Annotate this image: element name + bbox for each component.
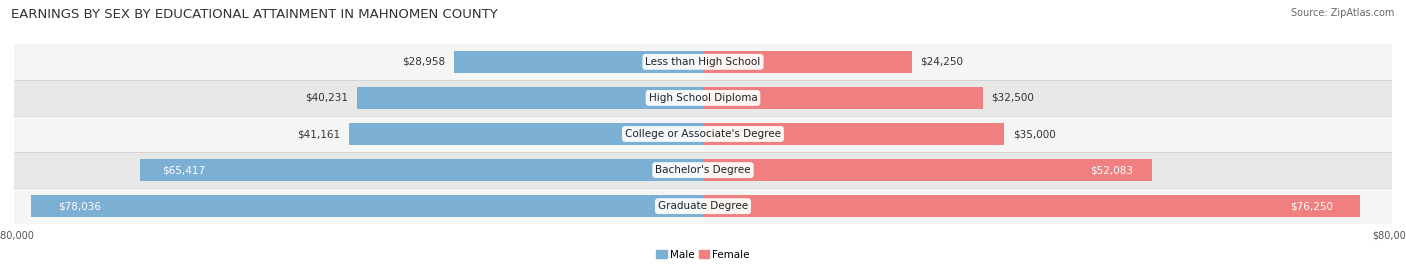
Text: $28,958: $28,958 [402, 57, 446, 67]
Text: $78,036: $78,036 [58, 201, 101, 211]
Text: $65,417: $65,417 [162, 165, 205, 175]
Text: Less than High School: Less than High School [645, 57, 761, 67]
Bar [703, 195, 1360, 217]
Text: $35,000: $35,000 [1012, 129, 1056, 139]
Text: $41,161: $41,161 [297, 129, 340, 139]
Bar [349, 123, 703, 145]
Text: Bachelor's Degree: Bachelor's Degree [655, 165, 751, 175]
Text: EARNINGS BY SEX BY EDUCATIONAL ATTAINMENT IN MAHNOMEN COUNTY: EARNINGS BY SEX BY EDUCATIONAL ATTAINMEN… [11, 8, 498, 21]
Text: Source: ZipAtlas.com: Source: ZipAtlas.com [1291, 8, 1395, 18]
Text: $32,500: $32,500 [991, 93, 1033, 103]
Bar [31, 195, 703, 217]
Bar [357, 87, 703, 109]
Bar [14, 44, 1392, 80]
Bar [454, 51, 703, 73]
Text: High School Diploma: High School Diploma [648, 93, 758, 103]
Bar [14, 116, 1392, 152]
Bar [139, 159, 703, 181]
Text: $24,250: $24,250 [920, 57, 963, 67]
Bar [14, 152, 1392, 188]
Bar [703, 51, 912, 73]
Bar [14, 80, 1392, 116]
Bar [703, 123, 1004, 145]
Bar [703, 159, 1152, 181]
Text: College or Associate's Degree: College or Associate's Degree [626, 129, 780, 139]
Bar [14, 188, 1392, 224]
Legend: Male, Female: Male, Female [652, 245, 754, 264]
Text: $52,083: $52,083 [1091, 165, 1133, 175]
Text: $40,231: $40,231 [305, 93, 349, 103]
Text: $76,250: $76,250 [1291, 201, 1333, 211]
Bar [703, 87, 983, 109]
Text: Graduate Degree: Graduate Degree [658, 201, 748, 211]
